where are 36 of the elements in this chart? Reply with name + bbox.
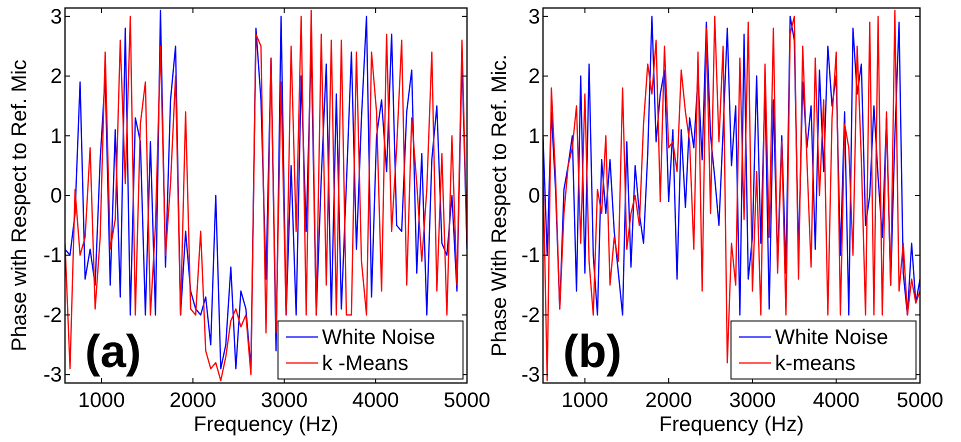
y-tick-label: -2 <box>521 304 540 327</box>
line-series <box>543 10 920 382</box>
y-tick-label: 2 <box>528 65 540 88</box>
legend-label: k -Means <box>322 352 408 375</box>
y-tick-label: 0 <box>528 184 540 208</box>
legend-label: White Noise <box>322 326 436 349</box>
y-tick-label: 3 <box>50 5 62 28</box>
x-tick-label: 1000 <box>562 389 608 412</box>
y-tick-label: 2 <box>50 65 62 88</box>
line-series <box>543 16 920 316</box>
x-tick-label: 2000 <box>645 389 692 412</box>
y-tick-label: -3 <box>521 364 540 387</box>
annotation: (b) <box>563 325 622 377</box>
x-axis-title: Frequency (Hz) <box>659 413 804 436</box>
x-tick-label: 4000 <box>352 389 399 412</box>
legend-label: k-means <box>775 352 856 375</box>
y-tick-label: 1 <box>50 124 62 148</box>
y-tick-label: 0 <box>50 184 62 208</box>
x-tick-label: 3000 <box>729 389 776 412</box>
x-tick-label: 5000 <box>896 389 944 412</box>
y-axis-title: Phase With Respect to Ref. Mic. <box>488 54 511 357</box>
x-tick-label: 2000 <box>170 389 216 412</box>
legend-label: White Noise <box>775 326 888 349</box>
y-tick-label: 3 <box>528 5 540 28</box>
x-axis-title: Frequency (Hz) <box>194 413 338 436</box>
x-tick-label: 3000 <box>260 389 308 412</box>
annotation: (a) <box>85 325 142 377</box>
y-tick-label: -1 <box>43 244 62 268</box>
y-tick-label: -3 <box>43 364 62 387</box>
x-tick-label: 1000 <box>78 389 125 412</box>
y-tick-label: -1 <box>521 244 540 268</box>
x-tick-label: 5000 <box>444 389 490 412</box>
x-tick-label: 4000 <box>812 389 860 412</box>
y-axis-title: Phase with Respect to Ref. Mic <box>8 60 31 352</box>
y-tick-label: 1 <box>528 124 540 148</box>
y-tick-label: -2 <box>43 304 62 327</box>
